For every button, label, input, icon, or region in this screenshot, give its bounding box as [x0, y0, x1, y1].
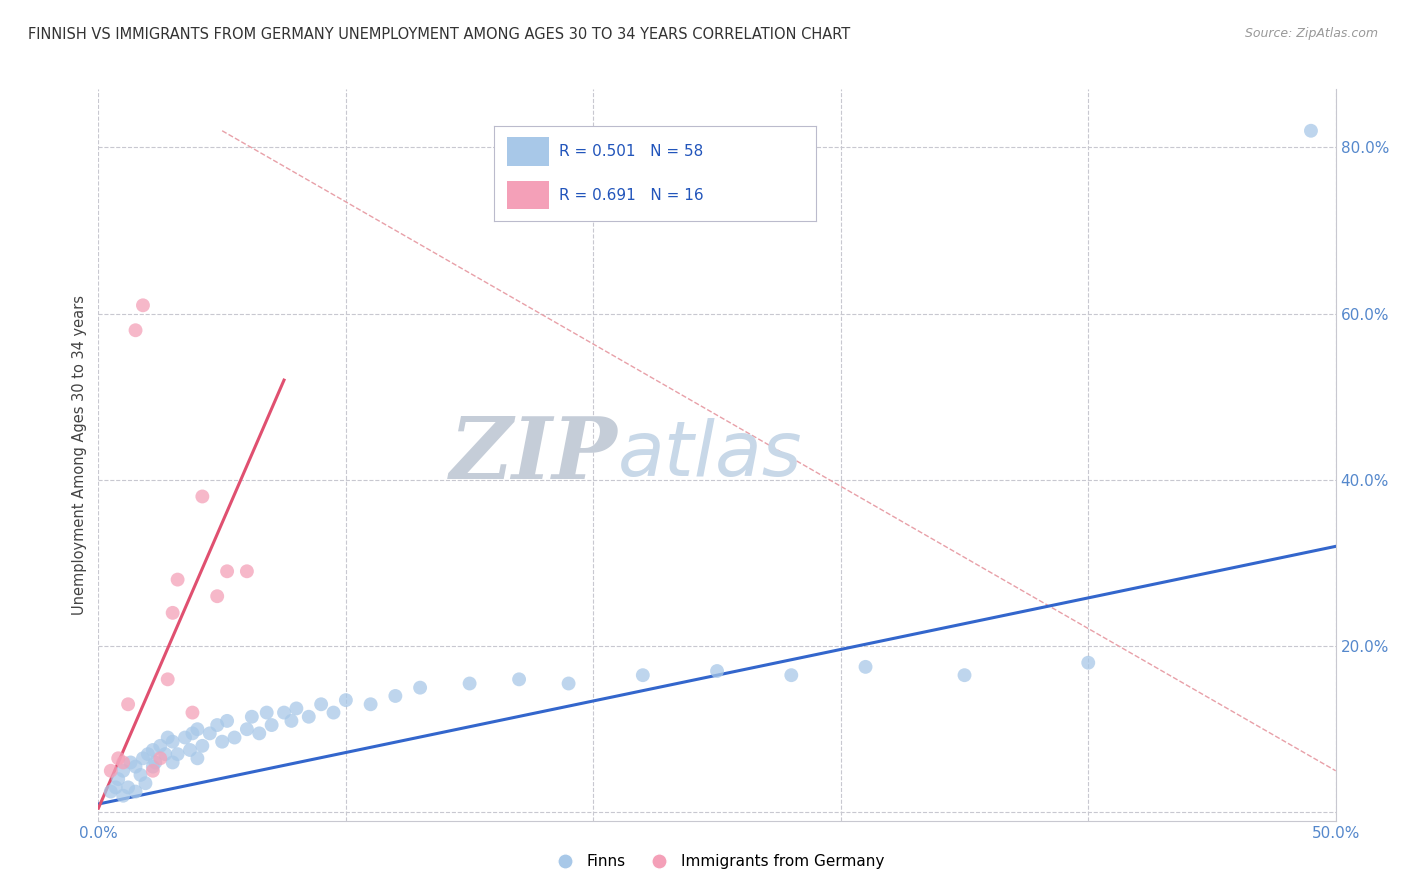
- Point: [166, 573, 188, 587]
- Point: [236, 723, 259, 737]
- Point: [142, 743, 165, 757]
- Y-axis label: Unemployment Among Ages 30 to 34 years: Unemployment Among Ages 30 to 34 years: [72, 295, 87, 615]
- Legend: Finns, Immigrants from Germany: Finns, Immigrants from Germany: [544, 848, 890, 875]
- Point: [174, 731, 197, 745]
- Point: [280, 714, 302, 728]
- Point: [132, 751, 155, 765]
- Point: [1077, 656, 1099, 670]
- Point: [256, 706, 278, 720]
- Point: [155, 747, 177, 761]
- Point: [156, 673, 179, 687]
- Point: [285, 701, 308, 715]
- Point: [360, 698, 382, 712]
- Point: [205, 589, 228, 603]
- Point: [107, 772, 129, 786]
- Point: [100, 764, 122, 778]
- Point: [217, 714, 239, 728]
- Point: [124, 759, 146, 773]
- Point: [149, 751, 172, 765]
- Point: [142, 759, 165, 773]
- Point: [162, 734, 184, 748]
- Point: [706, 664, 728, 678]
- Point: [780, 668, 803, 682]
- Point: [458, 676, 481, 690]
- Point: [129, 768, 152, 782]
- Point: [120, 756, 142, 770]
- Point: [273, 706, 295, 720]
- Point: [247, 726, 270, 740]
- Point: [191, 490, 214, 504]
- Point: [162, 756, 184, 770]
- Point: [179, 743, 201, 757]
- Point: [211, 734, 233, 748]
- Point: [855, 660, 877, 674]
- Point: [557, 676, 579, 690]
- Point: [143, 756, 166, 770]
- Point: [217, 564, 239, 578]
- Point: [107, 751, 129, 765]
- Point: [181, 726, 204, 740]
- Point: [205, 718, 228, 732]
- Point: [104, 780, 127, 795]
- Point: [124, 784, 146, 798]
- Text: ZIP: ZIP: [450, 413, 619, 497]
- Point: [260, 718, 283, 732]
- Point: [112, 756, 135, 770]
- Point: [384, 689, 406, 703]
- Point: [1299, 124, 1322, 138]
- Point: [236, 564, 259, 578]
- Point: [309, 698, 332, 712]
- Point: [112, 764, 135, 778]
- Point: [335, 693, 357, 707]
- Point: [409, 681, 432, 695]
- Point: [166, 747, 188, 761]
- Point: [198, 726, 221, 740]
- Point: [162, 606, 184, 620]
- Point: [631, 668, 654, 682]
- Point: [112, 789, 135, 803]
- Text: atlas: atlas: [619, 418, 803, 491]
- Point: [134, 776, 156, 790]
- Point: [156, 731, 179, 745]
- Point: [142, 764, 165, 778]
- Point: [117, 780, 139, 795]
- Point: [117, 698, 139, 712]
- Point: [186, 751, 208, 765]
- Point: [132, 298, 155, 312]
- Point: [149, 739, 172, 753]
- Point: [298, 710, 321, 724]
- Point: [953, 668, 976, 682]
- Point: [322, 706, 344, 720]
- Point: [136, 747, 159, 761]
- Text: FINNISH VS IMMIGRANTS FROM GERMANY UNEMPLOYMENT AMONG AGES 30 TO 34 YEARS CORREL: FINNISH VS IMMIGRANTS FROM GERMANY UNEMP…: [28, 27, 851, 42]
- Point: [508, 673, 530, 687]
- Text: Source: ZipAtlas.com: Source: ZipAtlas.com: [1244, 27, 1378, 40]
- Point: [124, 323, 146, 337]
- Point: [191, 739, 214, 753]
- Point: [186, 723, 208, 737]
- Point: [100, 784, 122, 798]
- Point: [240, 710, 263, 724]
- Point: [224, 731, 246, 745]
- Point: [181, 706, 204, 720]
